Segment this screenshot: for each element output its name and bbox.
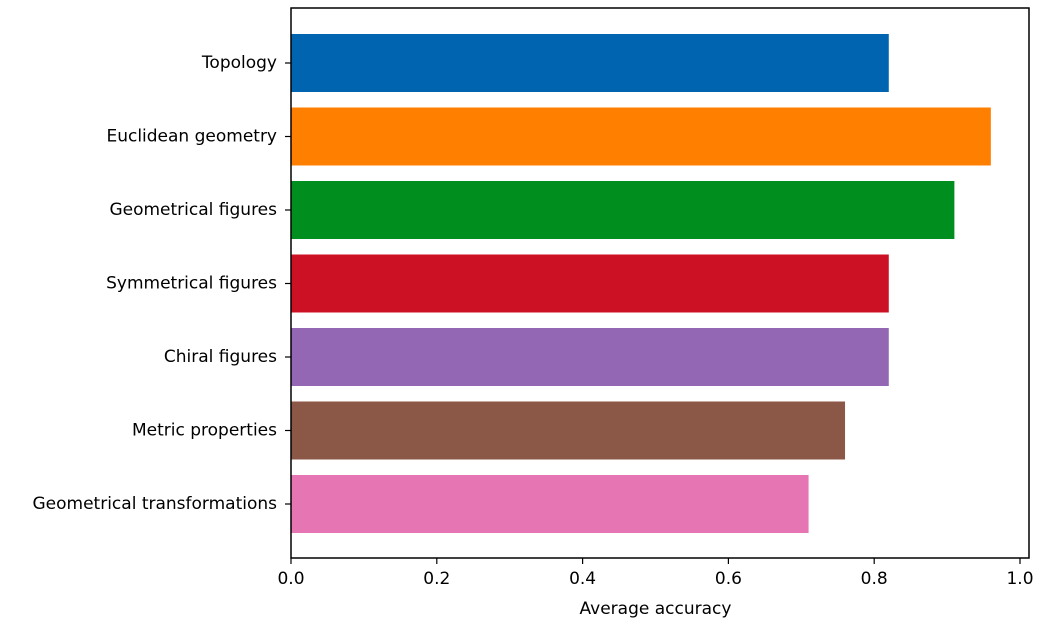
bars-layer [291, 34, 991, 533]
bar-chiral-figures [291, 328, 889, 386]
y-tick-label: Topology [201, 53, 277, 73]
bar-metric-properties [291, 401, 846, 460]
bar-topology [291, 34, 889, 92]
y-tick-label: Geometrical transformations [33, 494, 278, 514]
x-tick-label: 0.2 [423, 569, 450, 589]
x-tick-label: 0.8 [861, 569, 888, 589]
bar-symmetrical-figures [291, 254, 889, 313]
bar-geometrical-transformations [291, 475, 809, 533]
x-tick-label: 0.4 [569, 569, 596, 589]
x-axis: 0.0 0.2 0.4 0.6 0.8 1.0 [277, 558, 1034, 589]
y-axis: Topology Euclidean geometry Geometrical fi… [33, 53, 291, 514]
y-tick-label: Chiral figures [164, 347, 277, 367]
bar-geometrical-figures [291, 181, 955, 239]
y-tick-label: Metric properties [132, 421, 277, 441]
x-tick-label: 1.0 [1006, 569, 1033, 589]
y-tick-label: Euclidean geometry [106, 127, 277, 147]
y-tick-label: Symmetrical figures [106, 274, 277, 294]
y-tick-label: Geometrical figures [109, 200, 277, 220]
x-tick-label: 0.0 [277, 569, 304, 589]
x-axis-title: Average accuracy [580, 599, 732, 619]
x-tick-label: 0.6 [715, 569, 742, 589]
bar-euclidean-geometry [291, 107, 991, 166]
